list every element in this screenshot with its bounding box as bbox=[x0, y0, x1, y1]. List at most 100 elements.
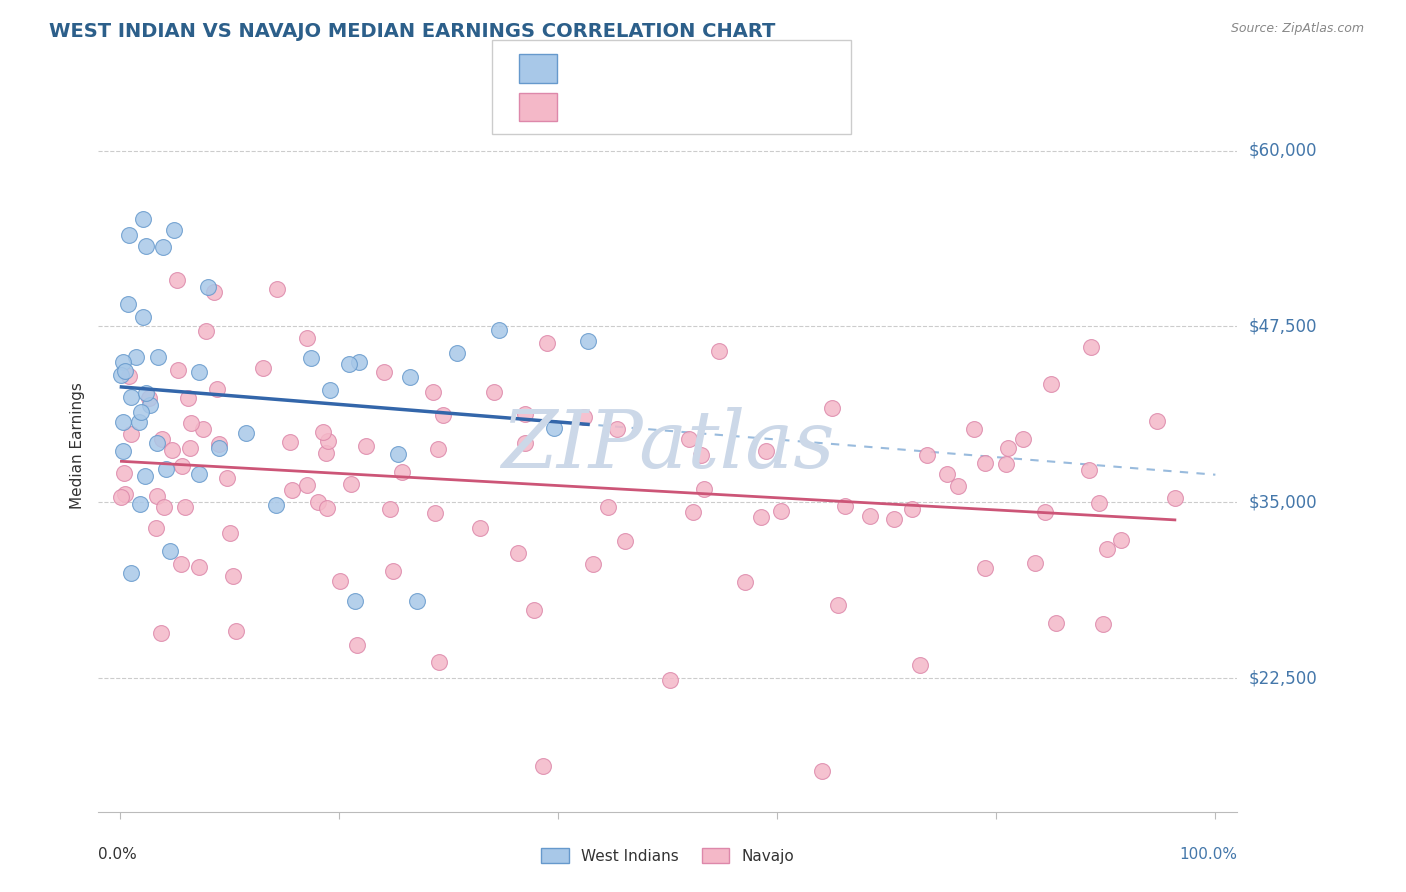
Point bbox=[425, 506, 447, 520]
Point bbox=[915, 448, 938, 462]
Point bbox=[208, 442, 231, 456]
Point bbox=[381, 564, 404, 578]
Point bbox=[973, 456, 995, 470]
Point bbox=[150, 625, 173, 640]
Text: R = -0.317   N =  43: R = -0.317 N = 43 bbox=[572, 60, 755, 78]
Point bbox=[380, 501, 402, 516]
Point bbox=[1033, 505, 1056, 519]
Point bbox=[145, 521, 167, 535]
Point bbox=[994, 457, 1017, 471]
Point bbox=[1024, 556, 1046, 570]
Point bbox=[373, 365, 395, 379]
Point bbox=[901, 502, 924, 516]
Point bbox=[208, 437, 231, 451]
Point bbox=[678, 432, 700, 446]
Point bbox=[110, 368, 132, 382]
Point bbox=[406, 593, 429, 607]
Point bbox=[215, 471, 238, 485]
Point bbox=[160, 443, 183, 458]
Point bbox=[173, 500, 195, 515]
Point bbox=[132, 211, 155, 226]
Point bbox=[755, 443, 778, 458]
Point bbox=[354, 439, 377, 453]
Point bbox=[834, 500, 856, 514]
Point bbox=[948, 479, 970, 493]
Point bbox=[194, 324, 217, 338]
Point bbox=[1095, 542, 1118, 557]
Point bbox=[205, 382, 228, 396]
Y-axis label: Median Earnings: Median Earnings bbox=[70, 383, 86, 509]
Point bbox=[150, 432, 173, 446]
Point bbox=[427, 655, 450, 669]
Point bbox=[973, 560, 995, 574]
Point bbox=[111, 416, 134, 430]
Point bbox=[488, 323, 510, 337]
Point bbox=[180, 416, 202, 430]
Point bbox=[859, 508, 882, 523]
Point bbox=[614, 534, 637, 549]
Point bbox=[179, 441, 201, 455]
Point bbox=[936, 467, 959, 482]
Point bbox=[316, 434, 339, 448]
Point bbox=[1111, 533, 1133, 547]
Point bbox=[821, 401, 844, 415]
Point bbox=[432, 408, 454, 422]
Point bbox=[280, 483, 302, 497]
Text: R = -0.218   N = 106: R = -0.218 N = 106 bbox=[572, 98, 761, 116]
Point bbox=[422, 385, 444, 400]
Point bbox=[811, 764, 834, 778]
Point bbox=[908, 658, 931, 673]
Point bbox=[132, 310, 155, 324]
Point bbox=[707, 344, 730, 359]
Point bbox=[1040, 377, 1063, 392]
Point bbox=[145, 436, 167, 450]
Text: ZIPatlas: ZIPatlas bbox=[501, 408, 835, 484]
Point bbox=[1080, 340, 1102, 354]
Point bbox=[188, 365, 211, 379]
Point bbox=[299, 351, 322, 365]
Point bbox=[159, 544, 181, 558]
Point bbox=[278, 434, 301, 449]
Point bbox=[347, 355, 370, 369]
Point bbox=[146, 351, 169, 365]
Point bbox=[749, 510, 772, 524]
Point bbox=[193, 422, 215, 436]
Point bbox=[117, 297, 139, 311]
Point bbox=[426, 442, 449, 457]
Text: 100.0%: 100.0% bbox=[1180, 847, 1237, 862]
Point bbox=[582, 558, 605, 572]
Point bbox=[543, 421, 565, 435]
Point bbox=[312, 425, 335, 439]
Point bbox=[139, 398, 162, 412]
Point bbox=[682, 505, 704, 519]
Point bbox=[125, 350, 148, 364]
Point bbox=[111, 444, 134, 458]
Point bbox=[997, 442, 1019, 456]
Point bbox=[138, 391, 160, 405]
Point bbox=[252, 361, 274, 376]
Point bbox=[658, 673, 681, 687]
Point bbox=[576, 334, 599, 348]
Point bbox=[536, 336, 558, 351]
Point bbox=[693, 482, 716, 496]
Point bbox=[337, 357, 360, 371]
Point bbox=[120, 566, 142, 580]
Point bbox=[219, 526, 242, 541]
Point bbox=[531, 759, 554, 773]
Point bbox=[307, 494, 329, 508]
Point bbox=[319, 383, 342, 397]
Point bbox=[329, 574, 352, 589]
Point bbox=[295, 478, 318, 492]
Point bbox=[114, 487, 136, 501]
Point bbox=[522, 603, 544, 617]
Text: 0.0%: 0.0% bbox=[98, 847, 138, 862]
Text: $60,000: $60,000 bbox=[1249, 142, 1317, 160]
Point bbox=[399, 369, 422, 384]
Point bbox=[112, 467, 135, 481]
Point bbox=[202, 285, 225, 300]
Point bbox=[188, 560, 211, 574]
Text: $22,500: $22,500 bbox=[1249, 669, 1317, 687]
Point bbox=[1012, 433, 1035, 447]
Point bbox=[1146, 414, 1168, 428]
Legend: West Indians, Navajo: West Indians, Navajo bbox=[536, 842, 800, 870]
